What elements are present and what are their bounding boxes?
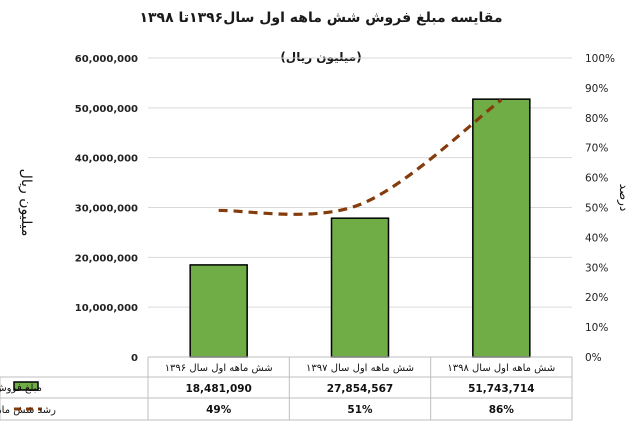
bar <box>330 217 390 358</box>
y-axis-label: میلیون ریال <box>18 169 34 237</box>
y-tick-label: 60,000,000 <box>75 54 138 65</box>
data-label: 27,854,567 <box>327 383 393 395</box>
bar <box>472 98 531 358</box>
y2-tick-label: 100% <box>585 53 615 65</box>
x-tick-label: شش ماهه اول سال ۱۳۹۷ <box>306 363 414 374</box>
legend-label: رشد شش ماهه <box>0 405 56 416</box>
y2-tick-label: 40% <box>585 232 608 244</box>
legend-key-bar <box>13 381 39 391</box>
y-tick-label: 40,000,000 <box>75 154 138 165</box>
y2-tick-label: 70% <box>585 143 608 155</box>
y2-tick-label: 10% <box>585 322 608 334</box>
legend-label: مبلغ فروش(میلیون ریال) <box>0 383 42 394</box>
y2-tick-label: 60% <box>585 173 608 185</box>
x-tick-label: شش ماهه اول سال ۱۳۹۸ <box>447 363 555 374</box>
y-tick-label: 30,000,000 <box>75 204 138 215</box>
y2-tick-label: 50% <box>585 203 608 215</box>
y-tick-label: 0 <box>131 353 138 364</box>
y2-axis-label: درصد <box>616 184 631 212</box>
data-label: 49% <box>206 404 232 416</box>
y-tick-label: 50,000,000 <box>75 104 138 115</box>
data-label: 86% <box>489 404 515 416</box>
data-label: 18,481,090 <box>185 383 251 395</box>
y2-tick-label: 80% <box>585 113 608 125</box>
data-label: 51,743,714 <box>468 383 534 395</box>
growth-line <box>218 98 503 216</box>
x-tick-label: شش ماهه اول سال ۱۳۹۶ <box>165 363 273 374</box>
y2-tick-label: 90% <box>585 83 608 95</box>
y-tick-label: 10,000,000 <box>75 303 138 314</box>
y2-tick-label: 30% <box>585 262 608 274</box>
chart-subtitle: (میلیون ریال) <box>280 50 362 64</box>
chart-title: مقایسه مبلغ فروش شش ماهه اول سال۱۳۹۶تا ۱… <box>139 10 503 26</box>
y-tick-label: 20,000,000 <box>75 253 138 264</box>
y2-tick-label: 20% <box>585 292 608 304</box>
data-label: 51% <box>347 404 373 416</box>
y2-tick-label: 0% <box>585 352 602 364</box>
bar <box>189 264 248 358</box>
